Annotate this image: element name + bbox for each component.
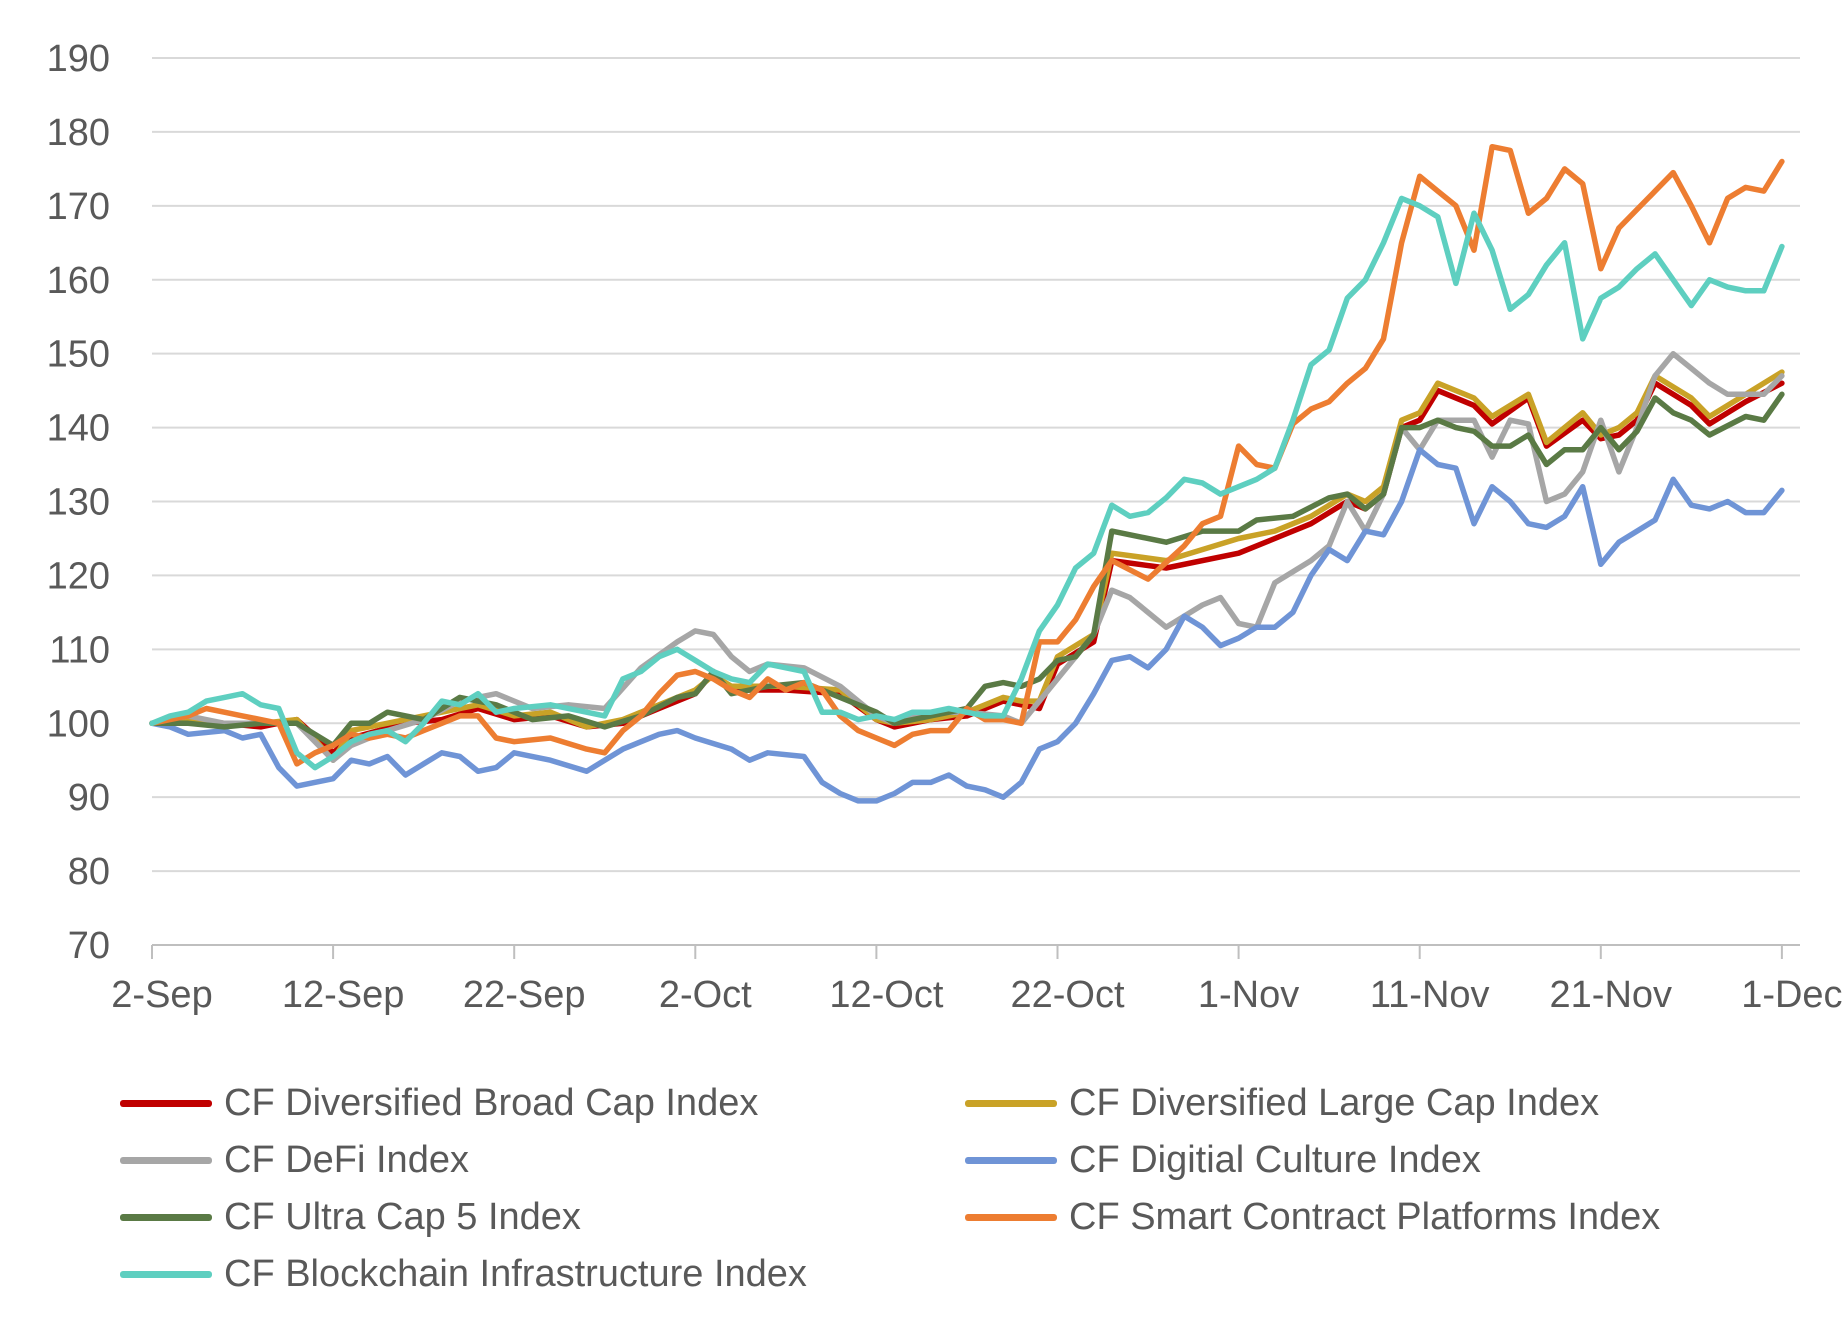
- y-tick-label: 80: [68, 851, 110, 893]
- x-tick-label: 2-Oct: [659, 974, 752, 1016]
- legend-item: CF DeFi Index: [120, 1139, 965, 1182]
- x-tick-label: 11-Nov: [1370, 974, 1490, 1016]
- legend-label: CF DeFi Index: [224, 1139, 469, 1181]
- y-tick-label: 100: [47, 703, 110, 745]
- series-line-4: [149, 447, 1785, 804]
- legend-swatch: [120, 1157, 212, 1164]
- gridlines: [152, 57, 1800, 873]
- y-tick-label: 180: [47, 112, 110, 154]
- x-tick-label: 1-Dec: [1741, 974, 1842, 1016]
- y-tick-label: 130: [47, 482, 110, 524]
- x-tick-label: 12-Sep: [282, 974, 405, 1016]
- legend-swatch: [120, 1271, 212, 1278]
- legend-swatch: [120, 1214, 212, 1221]
- y-tick-label: 160: [47, 260, 110, 302]
- legend-row: CF Ultra Cap 5 Index CF Smart Contract Pl…: [120, 1189, 1820, 1246]
- y-tick-label: 70: [68, 925, 110, 967]
- legend-item: CF Smart Contract Platforms Index: [965, 1196, 1810, 1239]
- legend-label: CF Diversified Large Cap Index: [1069, 1082, 1600, 1124]
- x-axis: [151, 944, 1800, 959]
- y-tick-label: 110: [49, 629, 110, 671]
- legend-item: CF Diversified Large Cap Index: [965, 1082, 1810, 1125]
- line-chart: 70 80 90 100 110 120 130 140 150 160 170 180 190 2-S…: [47, 38, 1843, 1016]
- x-tick-label: 22-Oct: [1010, 974, 1124, 1016]
- legend-row: CF Blockchain Infrastructure Index: [120, 1246, 1820, 1303]
- legend-swatch: [965, 1157, 1057, 1164]
- x-tick-label: 21-Nov: [1550, 974, 1673, 1016]
- series-line-7: [149, 195, 1785, 771]
- legend-item: CF Digitial Culture Index: [965, 1139, 1810, 1182]
- legend-swatch: [965, 1214, 1057, 1221]
- series-line-5: [149, 391, 1785, 749]
- legend-row: CF Diversified Broad Cap Index CF Diversi…: [120, 1075, 1820, 1132]
- x-tick-label: 2-Sep: [111, 974, 212, 1016]
- x-axis-tick-labels: 2-Sep 12-Sep 22-Sep 2-Oct 12-Oct 22-Oct 1-Nov 1…: [111, 974, 1842, 1016]
- x-tick-label: 12-Oct: [829, 974, 943, 1016]
- legend-label: CF Digitial Culture Index: [1069, 1139, 1481, 1181]
- legend-item: CF Diversified Broad Cap Index: [120, 1082, 965, 1125]
- y-tick-label: 170: [47, 186, 110, 228]
- legend-swatch: [120, 1100, 212, 1107]
- series-lines: [149, 143, 1785, 804]
- y-tick-label: 140: [47, 408, 110, 450]
- y-tick-label: 90: [68, 777, 110, 819]
- legend-label: CF Smart Contract Platforms Index: [1069, 1196, 1661, 1238]
- legend-label: CF Diversified Broad Cap Index: [224, 1082, 759, 1124]
- series-line-2: [149, 369, 1785, 763]
- x-tick-label: 22-Sep: [463, 974, 586, 1016]
- x-tick-label: 1-Nov: [1198, 974, 1299, 1016]
- y-tick-label: 150: [47, 334, 110, 376]
- legend-item: CF Ultra Cap 5 Index: [120, 1196, 965, 1239]
- legend-swatch: [965, 1100, 1057, 1107]
- y-tick-label: 190: [47, 38, 110, 80]
- series-line-1: [149, 380, 1785, 756]
- chart-legend: CF Diversified Broad Cap Index CF Diversi…: [120, 1075, 1820, 1303]
- y-axis-tick-labels: 70 80 90 100 110 120 130 140 150 160 170 180 190: [47, 38, 110, 967]
- legend-row: CF DeFi Index CF Digitial Culture Index: [120, 1132, 1820, 1189]
- legend-item: CF Blockchain Infrastructure Index: [120, 1253, 965, 1296]
- legend-label: CF Ultra Cap 5 Index: [224, 1196, 581, 1238]
- legend-label: CF Blockchain Infrastructure Index: [224, 1253, 807, 1295]
- y-tick-label: 120: [47, 555, 110, 597]
